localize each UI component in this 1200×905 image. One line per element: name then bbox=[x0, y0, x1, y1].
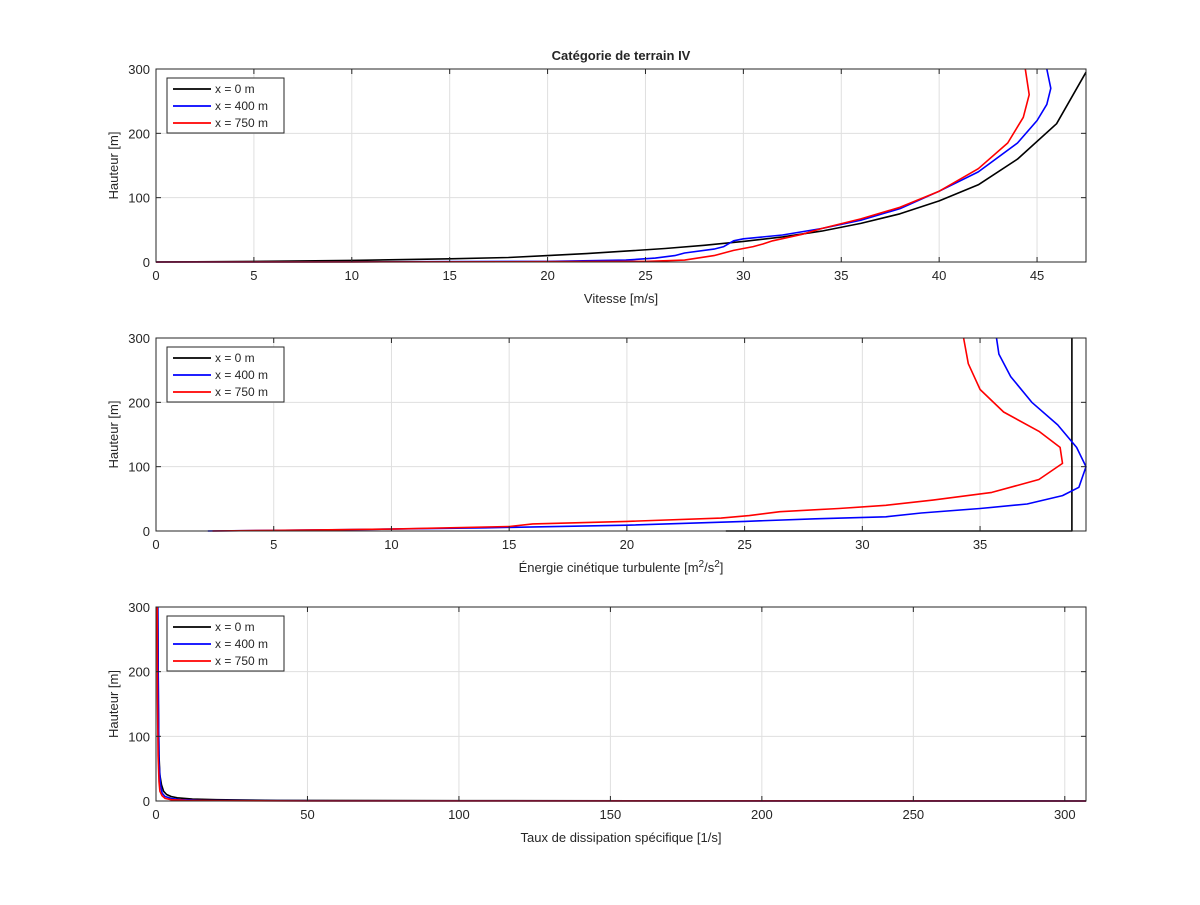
velocity-y-axis-label: Hauteur [m] bbox=[106, 132, 121, 200]
dissipation-plot-area bbox=[156, 607, 1086, 801]
velocity-x-tick-label: 30 bbox=[736, 268, 750, 283]
tke-y-tick-label: 0 bbox=[143, 524, 150, 539]
velocity-legend-entry-0: x = 0 m bbox=[215, 82, 255, 96]
velocity-x-tick-label: 35 bbox=[834, 268, 848, 283]
velocity-x-tick-label: 15 bbox=[442, 268, 456, 283]
velocity-y-tick-label: 200 bbox=[128, 126, 150, 141]
tke-x-tick-label: 10 bbox=[384, 537, 398, 552]
tke-x-tick-label: 30 bbox=[855, 537, 869, 552]
tke-legend-entry-2: x = 750 m bbox=[215, 385, 268, 399]
tke-x-tick-label: 20 bbox=[620, 537, 634, 552]
velocity-legend-entry-2: x = 750 m bbox=[215, 116, 268, 130]
tke-legend-entry-1: x = 400 m bbox=[215, 368, 268, 382]
tke-series-1-line bbox=[207, 337, 1087, 532]
tke-axes-frame bbox=[155, 337, 1087, 532]
velocity-x-tick-label: 10 bbox=[345, 268, 359, 283]
velocity-x-axis-label: Vitesse [m/s] bbox=[584, 291, 658, 306]
velocity-x-tick-label: 45 bbox=[1030, 268, 1044, 283]
tke-x-tick-label: 25 bbox=[737, 537, 751, 552]
dissipation-y-tick-label: 200 bbox=[128, 665, 150, 680]
tke-x-tick-label: 35 bbox=[973, 537, 987, 552]
velocity-y-tick-label: 0 bbox=[143, 255, 150, 270]
dissipation-y-axis-label: Hauteur [m] bbox=[106, 670, 121, 738]
tke-y-axis-label: Hauteur [m] bbox=[106, 401, 121, 469]
tke-legend: x = 0 m x = 400 m x = 750 m bbox=[166, 346, 285, 403]
velocity-axes: 0 5 10 15 20 25 30 35 40 45 0 100 200 300 Vitesse [m/s… bbox=[106, 48, 1087, 306]
tke-legend-entry-0: x = 0 m bbox=[215, 351, 255, 365]
tke-x-tick-label: 0 bbox=[152, 537, 159, 552]
dissipation-legend: x = 0 m x = 400 m x = 750 m bbox=[166, 615, 285, 672]
dissipation-y-tick-label: 0 bbox=[143, 794, 150, 809]
tke-series-2-line bbox=[212, 337, 1064, 532]
tke-y-tick-label: 300 bbox=[128, 331, 150, 346]
dissipation-legend-entry-0: x = 0 m bbox=[215, 620, 255, 634]
velocity-y-tick-label: 300 bbox=[128, 62, 150, 77]
dissipation-axes: 0 50 100 150 200 250 300 0 100 200 300 Taux de diss… bbox=[106, 600, 1087, 845]
tke-plot-area bbox=[156, 338, 1086, 531]
dissipation-x-axis-label: Taux de dissipation spécifique [1/s] bbox=[521, 830, 722, 845]
velocity-series-1-line bbox=[156, 68, 1052, 263]
dissipation-x-tick-label: 150 bbox=[600, 807, 622, 822]
velocity-axes-frame bbox=[155, 68, 1087, 263]
dissipation-axes-frame bbox=[155, 606, 1087, 802]
velocity-legend-entry-1: x = 400 m bbox=[215, 99, 268, 113]
dissipation-x-tick-label: 0 bbox=[152, 807, 159, 822]
dissipation-x-tick-label: 100 bbox=[448, 807, 470, 822]
velocity-x-tick-label: 0 bbox=[152, 268, 159, 283]
velocity-x-tick-label: 5 bbox=[250, 268, 257, 283]
tke-y-tick-label: 100 bbox=[128, 460, 150, 475]
dissipation-x-tick-label: 250 bbox=[902, 807, 924, 822]
velocity-y-tick-label: 100 bbox=[128, 191, 150, 206]
dissipation-y-tick-label: 300 bbox=[128, 600, 150, 615]
dissipation-y-tick-label: 100 bbox=[128, 729, 150, 744]
velocity-plot-area bbox=[156, 69, 1086, 262]
velocity-x-tick-label: 25 bbox=[638, 268, 652, 283]
tke-x-axis-label: Énergie cinétique turbulente [m2/s2] bbox=[519, 559, 724, 575]
dissipation-legend-entry-2: x = 750 m bbox=[215, 654, 268, 668]
velocity-series-0-line bbox=[156, 71, 1087, 263]
dissipation-x-tick-label: 300 bbox=[1054, 807, 1076, 822]
tke-axes: 0 5 10 15 20 25 30 35 0 100 200 300 Énergie cinétiqu… bbox=[106, 331, 1087, 575]
tke-x-tick-label: 5 bbox=[270, 537, 277, 552]
velocity-series-2-line bbox=[156, 68, 1030, 263]
velocity-legend: x = 0 m x = 400 m x = 750 m bbox=[166, 77, 285, 134]
velocity-x-tick-label: 40 bbox=[932, 268, 946, 283]
tke-y-tick-label: 200 bbox=[128, 395, 150, 410]
dissipation-x-tick-label: 200 bbox=[751, 807, 773, 822]
tke-x-tick-label: 15 bbox=[502, 537, 516, 552]
dissipation-x-tick-label: 50 bbox=[300, 807, 314, 822]
velocity-x-tick-label: 20 bbox=[540, 268, 554, 283]
velocity-chart-title: Catégorie de terrain IV bbox=[552, 48, 691, 63]
dissipation-legend-entry-1: x = 400 m bbox=[215, 637, 268, 651]
